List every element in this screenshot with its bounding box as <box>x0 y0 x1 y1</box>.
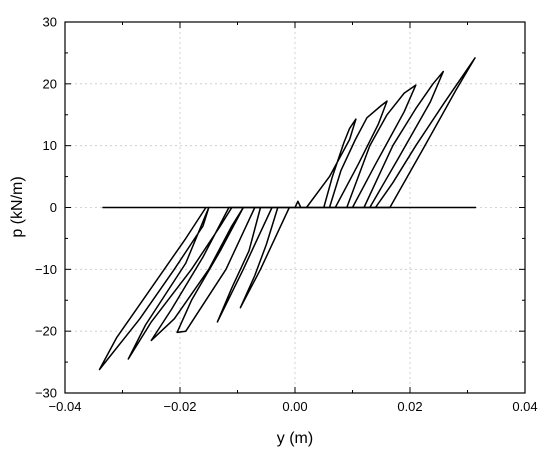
y-axis-title: p (kN/m) <box>9 176 26 237</box>
x-tick-label: 0.02 <box>397 399 422 414</box>
x-tick-label: −0.02 <box>164 399 197 414</box>
x-tick-label: 0.04 <box>512 399 537 414</box>
data-series <box>98 57 477 371</box>
y-tick-label: −30 <box>35 386 57 401</box>
y-tick-label: 30 <box>43 15 57 30</box>
y-tick-label: 10 <box>43 138 57 153</box>
x-axis-title: y (m) <box>277 430 313 447</box>
y-tick-label: 0 <box>50 200 57 215</box>
y-tick-label: −10 <box>35 262 57 277</box>
axis-ticks: −0.04 −0.02 0.00 0.02 0.04 −30 −20 −10 0 10 20 30 <box>35 15 538 415</box>
x-tick-label: −0.04 <box>49 399 82 414</box>
x-tick-label: 0.00 <box>282 399 307 414</box>
y-tick-label: −20 <box>35 324 57 339</box>
hysteresis-curve <box>98 57 476 371</box>
y-tick-label: 20 <box>43 76 57 91</box>
